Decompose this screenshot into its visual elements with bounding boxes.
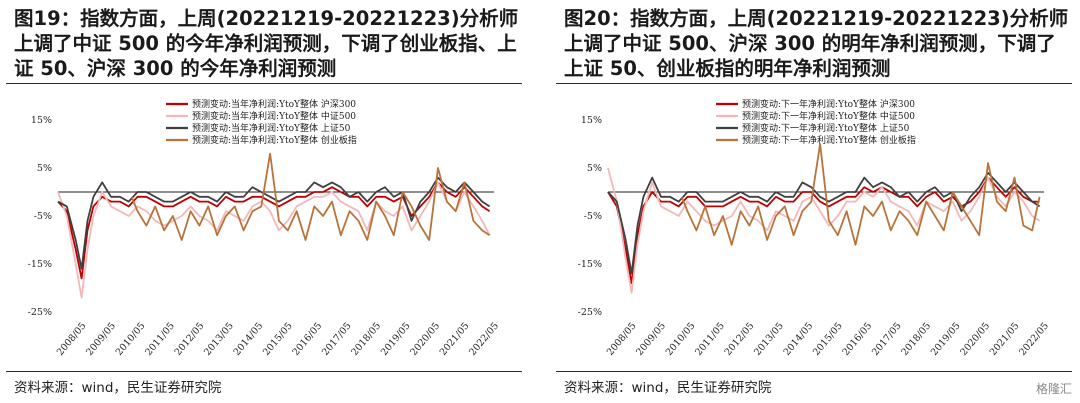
legend-label: 预测变动:下一年净利润:YtoY整体 沪深300: [742, 98, 915, 110]
x-tick-label: 2018/05: [899, 321, 933, 358]
x-tick-label: 2014/05: [232, 321, 266, 358]
x-tick-label: 2009/05: [634, 321, 668, 358]
x-tick-label: 2013/05: [202, 321, 236, 358]
x-tick-label: 2014/05: [782, 321, 816, 358]
x-tick-label: 2018/05: [349, 321, 383, 358]
x-tick-label: 2016/05: [840, 321, 874, 358]
x-tick-label: 2015/05: [261, 321, 295, 358]
legend-label: 预测变动:当年净利润:YtoY整体 中证500: [192, 110, 356, 122]
x-tick-label: 2012/05: [173, 321, 207, 358]
y-tick-label: -25%: [28, 307, 52, 318]
x-tick-label: 2011/05: [143, 321, 177, 358]
legend-label: 预测变动:当年净利润:YtoY整体 沪深300: [192, 98, 356, 110]
line-chart-left: 15%5%-5%-15%-25%2008/052009/052010/05201…: [28, 98, 501, 358]
source-note-right: 资料来源：wind，民生证券研究院: [564, 380, 772, 396]
y-tick-label: -5%: [34, 211, 52, 222]
series-line: [130, 152, 491, 241]
legend-label: 预测变动:当年净利润:YtoY整体 创业板指: [192, 134, 357, 146]
x-tick-label: 2010/05: [664, 321, 698, 358]
x-tick-label: 2008/05: [55, 321, 89, 358]
x-tick-label: 2022/05: [1017, 321, 1051, 358]
x-tick-label: 2012/05: [723, 321, 757, 358]
y-tick-label: 5%: [37, 163, 52, 174]
x-tick-label: 2017/05: [320, 321, 354, 358]
x-tick-label: 2013/05: [752, 321, 786, 358]
bottom-rule-left: [6, 371, 522, 372]
x-tick-label: 2008/05: [605, 321, 639, 358]
y-tick-label: 15%: [581, 115, 602, 126]
watermark-logo: 格隆汇: [1035, 382, 1072, 396]
chart-panel-right: 图20：指数方面，上周(20221219-20221223)分析师上调了中证 5…: [556, 0, 1076, 403]
legend-label: 预测变动:下一年净利润:YtoY整体 上证50: [742, 122, 910, 134]
series-line: [607, 167, 1041, 294]
x-tick-label: 2017/05: [870, 321, 904, 358]
source-note-left: 资料来源：wind，民生证券研究院: [14, 380, 222, 396]
x-tick-label: 2019/05: [379, 321, 413, 358]
y-tick-label: -5%: [584, 211, 602, 222]
series-line: [680, 143, 1041, 246]
chart-panel-left: 图19：指数方面，上周(20221219-20221223)分析师上调了中证 5…: [6, 0, 526, 403]
legend-label: 预测变动:下一年净利润:YtoY整体 创业板指: [742, 134, 916, 146]
top-rule-right: [556, 83, 1072, 84]
x-tick-label: 2020/05: [958, 321, 992, 358]
x-tick-label: 2016/05: [290, 321, 324, 358]
x-tick-label: 2021/05: [438, 321, 472, 358]
series-line: [57, 176, 491, 270]
x-tick-label: 2015/05: [811, 321, 845, 358]
legend-label: 预测变动:当年净利润:YtoY整体 上证50: [192, 122, 351, 134]
x-tick-label: 2010/05: [114, 321, 148, 358]
bottom-rule-right: [556, 371, 1072, 372]
y-tick-label: -15%: [28, 259, 52, 270]
chart-title-left: 图19：指数方面，上周(20221219-20221223)分析师上调了中证 5…: [14, 7, 519, 80]
legend-label: 预测变动:下一年净利润:YtoY整体 中证500: [742, 110, 915, 122]
x-tick-label: 2019/05: [929, 321, 963, 358]
y-tick-label: 15%: [31, 115, 52, 126]
x-tick-label: 2009/05: [84, 321, 118, 358]
x-tick-label: 2020/05: [408, 321, 442, 358]
line-chart-right: 15%5%-5%-15%-25%2008/052009/052010/05201…: [578, 98, 1051, 358]
y-tick-label: -25%: [578, 307, 602, 318]
top-rule-left: [6, 83, 522, 84]
series-line: [607, 171, 1041, 275]
x-tick-label: 2022/05: [467, 321, 501, 358]
series-line: [607, 176, 1040, 285]
y-tick-label: -15%: [578, 259, 602, 270]
x-tick-label: 2021/05: [988, 321, 1022, 358]
y-tick-label: 5%: [587, 163, 602, 174]
chart-title-right: 图20：指数方面，上周(20221219-20221223)分析师上调了中证 5…: [564, 7, 1069, 80]
x-tick-label: 2011/05: [693, 321, 727, 358]
